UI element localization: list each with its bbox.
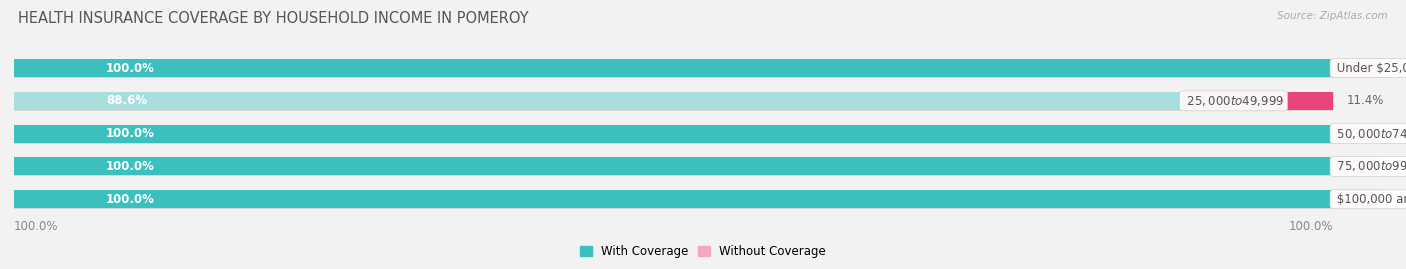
Text: 0.0%: 0.0% <box>1392 127 1406 140</box>
Text: 100.0%: 100.0% <box>14 220 58 233</box>
Bar <box>14 190 1333 208</box>
Text: 0.0%: 0.0% <box>1392 193 1406 206</box>
Bar <box>14 59 1333 77</box>
Text: 0.0%: 0.0% <box>1392 160 1406 173</box>
Text: 88.6%: 88.6% <box>105 94 148 107</box>
Bar <box>1333 157 1379 175</box>
Text: 0.0%: 0.0% <box>1392 62 1406 75</box>
Bar <box>14 190 1333 208</box>
Text: $100,000 and over: $100,000 and over <box>1333 193 1406 206</box>
Text: 100.0%: 100.0% <box>105 193 155 206</box>
Text: Source: ZipAtlas.com: Source: ZipAtlas.com <box>1277 11 1388 21</box>
Legend: With Coverage, Without Coverage: With Coverage, Without Coverage <box>575 240 831 263</box>
Bar <box>14 157 1333 175</box>
Text: 100.0%: 100.0% <box>105 127 155 140</box>
Bar <box>1182 92 1333 110</box>
Bar <box>14 125 1333 143</box>
Bar <box>1333 190 1379 208</box>
Bar <box>14 157 1333 175</box>
Bar <box>1333 59 1379 77</box>
Text: Under $25,000: Under $25,000 <box>1333 62 1406 75</box>
Text: 11.4%: 11.4% <box>1346 94 1384 107</box>
Text: 100.0%: 100.0% <box>105 160 155 173</box>
Bar <box>14 92 1182 110</box>
Text: 100.0%: 100.0% <box>105 62 155 75</box>
Text: $25,000 to $49,999: $25,000 to $49,999 <box>1182 94 1285 108</box>
Bar <box>14 92 1333 110</box>
Text: $50,000 to $74,999: $50,000 to $74,999 <box>1333 127 1406 141</box>
Text: 100.0%: 100.0% <box>1288 220 1333 233</box>
Text: $75,000 to $99,999: $75,000 to $99,999 <box>1333 160 1406 174</box>
Bar <box>1333 125 1379 143</box>
Bar <box>14 125 1333 143</box>
Bar <box>14 59 1333 77</box>
Text: HEALTH INSURANCE COVERAGE BY HOUSEHOLD INCOME IN POMEROY: HEALTH INSURANCE COVERAGE BY HOUSEHOLD I… <box>18 11 529 26</box>
